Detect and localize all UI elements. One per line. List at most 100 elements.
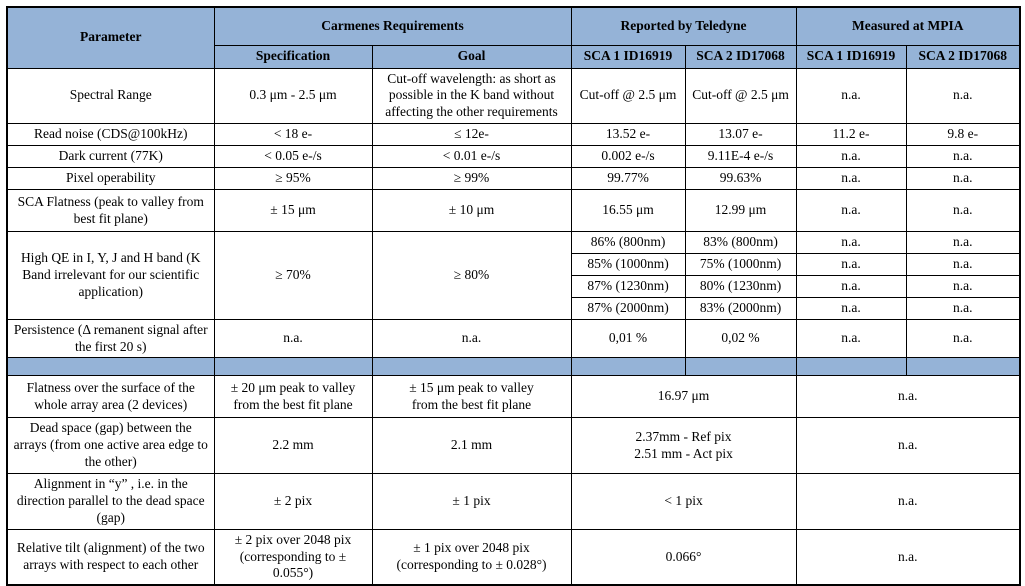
dead-space-goal: 2.1 mm [371,417,572,474]
high-qe-800-teledyne-sca2: 83% (800nm) [684,231,797,254]
read-noise-mpia-sca2: 9.8 e- [905,123,1021,147]
separator-cell [213,357,373,377]
dead-space-parameter: Dead space (gap) between the arrays (fro… [6,417,215,474]
header-goal: Goal [371,44,572,69]
header-mpia-sca1: SCA 1 ID16919 [795,44,907,69]
row-high-qe-1: High QE in I, Y, J and H band (K Band ir… [6,231,1021,320]
persistence-specification: n.a. [213,318,373,359]
read-noise-goal: ≤ 12e- [371,123,572,147]
row-persistence: Persistence (Δ remanent signal after the… [6,318,1021,359]
row-pixel-operability: Pixel operability ≥ 95% ≥ 99% 99.77% 99.… [6,167,1021,191]
high-qe-2000-teledyne-sca2: 83% (2000nm) [684,296,797,320]
sca-flatness-mpia-sca1: n.a. [795,189,907,233]
row-dead-space: Dead space (gap) between the arrays (fro… [6,417,1021,474]
flatness-whole-mpia: n.a. [795,375,1021,419]
read-noise-parameter: Read noise (CDS@100kHz) [6,123,215,147]
pixel-operability-teledyne-sca1: 99.77% [570,167,686,191]
header-teledyne-sca2: SCA 2 ID17068 [684,44,797,69]
high-qe-parameter: High QE in I, Y, J and H band (K Band ir… [6,231,215,320]
pixel-operability-mpia-sca1: n.a. [795,167,907,191]
high-qe-2000-mpia-sca2: n.a. [905,296,1021,320]
header-specification: Specification [213,44,373,69]
dead-space-mpia: n.a. [795,417,1021,474]
high-qe-1000-teledyne-sca2: 75% (1000nm) [684,253,797,276]
header-parameter: Parameter [6,6,215,69]
row-sca-flatness: SCA Flatness (peak to valley from best f… [6,189,1021,233]
pixel-operability-mpia-sca2: n.a. [905,167,1021,191]
persistence-mpia-sca2: n.a. [905,318,1021,359]
spectral-range-parameter: Spectral Range [6,67,215,125]
row-dark-current: Dark current (77K) < 0.05 e-/s < 0.01 e-… [6,145,1021,169]
page: Parameter Carmenes Requirements Reported… [6,6,1022,586]
read-noise-mpia-sca1: 11.2 e- [795,123,907,147]
dead-space-specification: 2.2 mm [213,417,373,474]
header-reported-by-teledyne: Reported by Teledyne [570,6,797,46]
pixel-operability-specification: ≥ 95% [213,167,373,191]
separator-cell [371,357,572,377]
dark-current-teledyne-sca1: 0.002 e-/s [570,145,686,169]
spectral-range-teledyne-sca1: Cut-off @ 2.5 μm [570,67,686,125]
high-qe-specification: ≥ 70% [213,231,373,320]
relative-tilt-mpia: n.a. [795,528,1021,586]
persistence-teledyne-sca1: 0,01 % [570,318,686,359]
sca-flatness-parameter: SCA Flatness (peak to valley from best f… [6,189,215,233]
header-teledyne-sca1: SCA 1 ID16919 [570,44,686,69]
high-qe-1230-teledyne-sca2: 80% (1230nm) [684,274,797,298]
spectral-range-goal: Cut-off wavelength: as short as possible… [371,67,572,125]
persistence-parameter: Persistence (Δ remanent signal after the… [6,318,215,359]
separator-cell [905,357,1021,377]
high-qe-1000-mpia-sca1: n.a. [795,253,907,276]
persistence-mpia-sca1: n.a. [795,318,907,359]
pixel-operability-goal: ≥ 99% [371,167,572,191]
dark-current-goal: < 0.01 e-/s [371,145,572,169]
relative-tilt-teledyne: 0.066° [570,528,797,586]
alignment-y-specification: ± 2 pix [213,473,373,530]
sca-flatness-teledyne-sca1: 16.55 μm [570,189,686,233]
high-qe-800-mpia-sca2: n.a. [905,231,1021,254]
alignment-y-parameter: Alignment in “y” , i.e. in the direction… [6,473,215,530]
flatness-whole-goal: ± 15 μm peak to valley from the best fit… [371,375,572,419]
header-mpia-sca2: SCA 2 ID17068 [905,44,1021,69]
dark-current-specification: < 0.05 e-/s [213,145,373,169]
dead-space-teledyne: 2.37mm - Ref pix 2.51 mm - Act pix [570,417,797,474]
header-group-row: Parameter Carmenes Requirements Reported… [6,6,1021,69]
row-spectral-range: Spectral Range 0.3 μm - 2.5 μm Cut-off w… [6,67,1021,125]
read-noise-teledyne-sca2: 13.07 e- [684,123,797,147]
flatness-whole-specification: ± 20 μm peak to valley from the best fit… [213,375,373,419]
detector-requirements-table: Parameter Carmenes Requirements Reported… [6,6,1022,586]
relative-tilt-parameter: Relative tilt (alignment) of the two arr… [6,528,215,586]
header-measured-at-mpia: Measured at MPIA [795,6,1021,46]
pixel-operability-teledyne-sca2: 99.63% [684,167,797,191]
row-high-qe-2: 85% (1000nm) 75% (1000nm) n.a. n.a. [7,253,1021,276]
row-flatness-whole-array: Flatness over the surface of the whole a… [6,375,1021,419]
spectral-range-specification: 0.3 μm - 2.5 μm [213,67,373,125]
row-alignment-y: Alignment in “y” , i.e. in the direction… [6,473,1021,530]
read-noise-teledyne-sca1: 13.52 e- [570,123,686,147]
high-qe-goal: ≥ 80% [371,231,572,320]
high-qe-1000-teledyne-sca1: 85% (1000nm) [570,253,686,276]
sca-flatness-specification: ± 15 μm [213,189,373,233]
row-read-noise: Read noise (CDS@100kHz) < 18 e- ≤ 12e- 1… [6,123,1021,147]
high-qe-2000-mpia-sca1: n.a. [795,296,907,320]
row-high-qe-4: 87% (2000nm) 83% (2000nm) n.a. n.a. [7,296,1021,320]
high-qe-1230-teledyne-sca1: 87% (1230nm) [570,274,686,298]
relative-tilt-specification: ± 2 pix over 2048 pix (corresponding to … [213,528,373,586]
flatness-whole-teledyne: 16.97 μm [570,375,797,419]
high-qe-800-mpia-sca1: n.a. [795,231,907,254]
dark-current-parameter: Dark current (77K) [6,145,215,169]
read-noise-specification: < 18 e- [213,123,373,147]
alignment-y-goal: ± 1 pix [371,473,572,530]
persistence-teledyne-sca2: 0,02 % [684,318,797,359]
high-qe-1230-mpia-sca2: n.a. [905,274,1021,298]
high-qe-1230-mpia-sca1: n.a. [795,274,907,298]
header-sub-row: Specification Goal SCA 1 ID16919 SCA 2 I… [7,44,1021,69]
header-carmenes-requirements: Carmenes Requirements [213,6,572,46]
separator-cell [795,357,907,377]
sca-flatness-teledyne-sca2: 12.99 μm [684,189,797,233]
high-qe-800-teledyne-sca1: 86% (800nm) [570,231,686,254]
separator-cell [684,357,797,377]
dark-current-teledyne-sca2: 9.11E-4 e-/s [684,145,797,169]
dark-current-mpia-sca1: n.a. [795,145,907,169]
spectral-range-mpia-sca2: n.a. [905,67,1021,125]
separator-cell [6,357,215,377]
